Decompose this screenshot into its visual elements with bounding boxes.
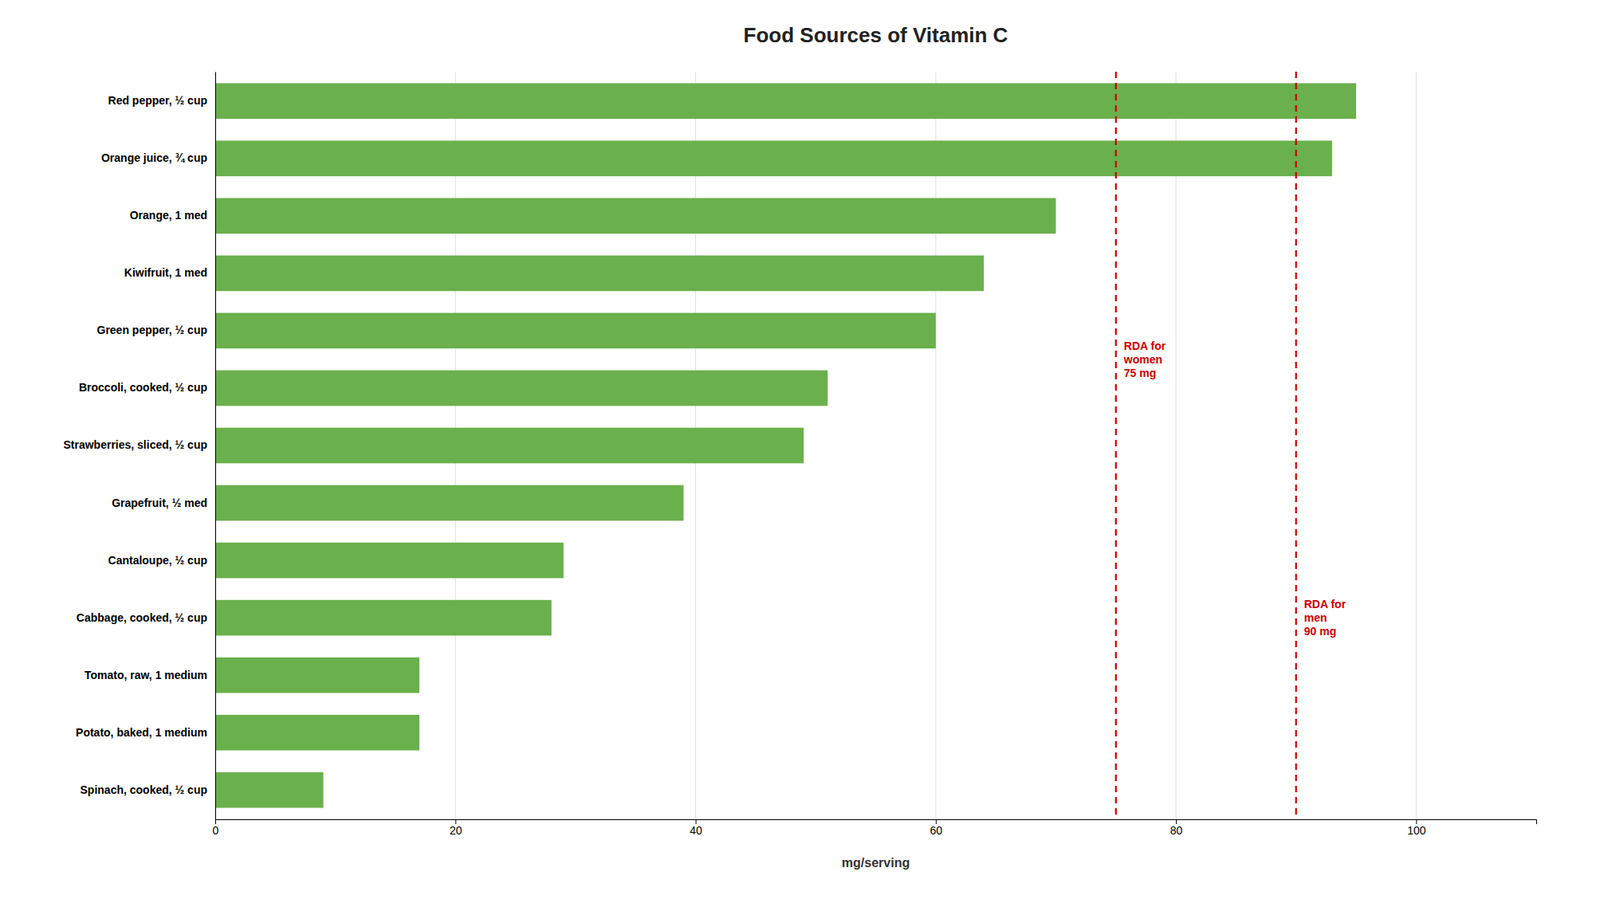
tick-label: Broccoli, cooked, ½ cup: [78, 381, 208, 394]
bar: [215, 600, 552, 637]
tick: Spinach, cooked, ½ cup: [80, 783, 208, 797]
axis-title: mg/serving: [841, 856, 910, 870]
bar: [215, 82, 1357, 119]
bar: [215, 542, 564, 579]
bar: [215, 255, 984, 292]
tick-label: 0: [212, 824, 220, 838]
axis-line: [215, 72, 217, 821]
tick: Tomato, raw, 1 medium: [84, 668, 208, 682]
tick-label: 20: [449, 824, 463, 838]
tick-label: Red pepper, ½ cup: [108, 94, 208, 107]
plot: 0 20 40 60 80 100 Red pepper, ½ cup Orange juic…: [62, 71, 1537, 838]
grid-line: [1415, 71, 1417, 820]
reference-line: [1295, 71, 1298, 820]
tick: 0: [212, 819, 220, 838]
reference-label: RDA forwomen75 mg: [1123, 339, 1167, 380]
tick-label: 40: [689, 824, 703, 838]
bar: [215, 140, 1333, 177]
tick: 60: [930, 819, 944, 838]
tick-label: Spinach, cooked, ½ cup: [80, 783, 208, 797]
tick-label: Orange, 1 med: [129, 208, 208, 222]
bar: [215, 428, 804, 464]
tick: Potato, baked, 1 medium: [75, 726, 208, 740]
tick: Red pepper, ½ cup: [108, 94, 208, 107]
y-axis: Red pepper, ½ cup Orange juice, ¾ cup Oran…: [62, 72, 216, 821]
bar: [215, 370, 828, 407]
tick-label: Tomato, raw, 1 medium: [84, 668, 208, 682]
bar: [215, 485, 684, 522]
tick-label: 100: [1407, 824, 1427, 838]
tick-label: 60: [930, 824, 944, 838]
title: Food Sources of Vitamin C: [743, 23, 1009, 48]
grid: [215, 71, 1416, 820]
tick: Orange, 1 med: [129, 208, 208, 222]
tick: 20: [449, 819, 463, 838]
reference-label-line: 90 mg: [1304, 625, 1337, 638]
tick: Grapefruit, ½ med: [111, 496, 208, 510]
tick: Kiwifruit, 1 med: [124, 266, 208, 280]
axis-line: [216, 820, 1538, 826]
bar: [215, 715, 420, 751]
tick: Strawberries, sliced, ½ cup: [62, 438, 208, 452]
bar: [215, 772, 324, 809]
reference-label-line: women: [1123, 353, 1163, 366]
reference-label-line: men: [1304, 611, 1328, 625]
tick: Cantaloupe, ½ cup: [108, 554, 208, 567]
data-area: [215, 71, 1357, 820]
tick-label: Cantaloupe, ½ cup: [108, 554, 208, 567]
annotations: RDA forwomen75 mgRDA formen90 mg: [1123, 339, 1347, 638]
tick-label: Strawberries, sliced, ½ cup: [62, 438, 208, 452]
tick: 40: [689, 819, 703, 838]
tick: Cabbage, cooked, ½ cup: [76, 611, 208, 625]
tick: 80: [1170, 819, 1184, 838]
reference-line: [1115, 71, 1117, 820]
tick: Orange juice, ¾ cup: [101, 151, 208, 165]
tick-label: Grapefruit, ½ med: [111, 496, 208, 510]
tick-label: 80: [1170, 824, 1184, 838]
grid-line: [935, 71, 936, 820]
bar: [215, 313, 936, 350]
tick-label: Cabbage, cooked, ½ cup: [76, 611, 208, 625]
reference-label-line: RDA for: [1124, 339, 1167, 353]
tick-label: Green pepper, ½ cup: [97, 323, 209, 337]
chart: 0 20 40 60 80 100 Red pepper, ½ cup Orange juic…: [0, 0, 1600, 899]
reference-label: RDA formen90 mg: [1304, 597, 1347, 638]
reference-label-line: 75 mg: [1124, 366, 1156, 380]
x-axis: 0 20 40 60 80 100: [212, 819, 1538, 838]
tick-label: Potato, baked, 1 medium: [75, 726, 208, 740]
tick-label: Orange juice, ¾ cup: [101, 151, 208, 165]
tick: Broccoli, cooked, ½ cup: [78, 381, 208, 394]
reference-label-line: RDA for: [1304, 597, 1347, 611]
tick: Green pepper, ½ cup: [97, 323, 209, 337]
grid-line: [215, 71, 217, 820]
bar: [215, 197, 1056, 234]
tick: 100: [1407, 819, 1427, 838]
grid-line: [1175, 71, 1177, 820]
bar: [215, 657, 420, 694]
tick-label: Kiwifruit, 1 med: [124, 266, 208, 280]
